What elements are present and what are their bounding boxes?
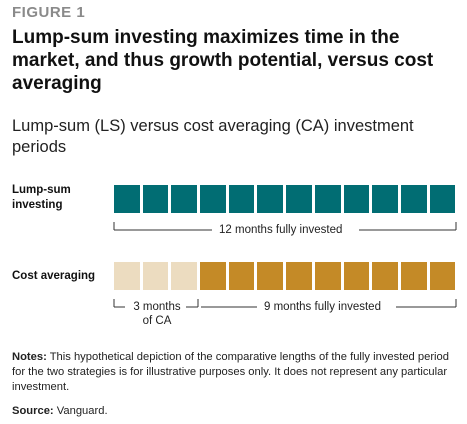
source: Source: Vanguard. — [12, 404, 108, 418]
month-block-4-invested — [200, 262, 226, 290]
source-text: Vanguard. — [56, 405, 108, 417]
month-block-9-invested — [343, 262, 370, 290]
month-block-9-invested — [343, 185, 370, 213]
month-block-5-invested — [228, 262, 255, 290]
notes-text: This hypothetical depiction of the compa… — [12, 351, 449, 393]
month-block-10-invested — [372, 262, 398, 290]
notes: Notes: This hypothetical depiction of th… — [12, 350, 462, 395]
row-label-cost-averaging: Cost averaging — [12, 270, 96, 282]
ca-bracket-label: 3 months of CA — [133, 301, 181, 327]
month-block-2-invested — [142, 185, 169, 213]
month-block-6-invested — [257, 185, 284, 213]
month-block-1-invested — [114, 185, 140, 213]
month-block-11-invested — [400, 262, 427, 290]
month-block-1-averaging — [114, 262, 140, 290]
month-block-5-invested — [228, 185, 255, 213]
ca-invested-label: 9 months fully invested — [264, 300, 381, 314]
month-block-2-averaging — [142, 262, 169, 290]
month-block-8-invested — [314, 185, 341, 213]
month-block-11-invested — [400, 185, 427, 213]
ls-bracket-label: 12 months fully invested — [219, 223, 343, 237]
month-block-8-invested — [314, 262, 341, 290]
month-block-7-invested — [286, 262, 312, 290]
month-block-3-invested — [171, 185, 198, 213]
cost-averaging-blocks — [114, 262, 456, 290]
notes-label: Notes: — [12, 351, 47, 363]
month-block-6-invested — [257, 262, 284, 290]
chart-title: Lump-sum investing maximizes time in the… — [12, 27, 434, 94]
figure-label: FIGURE 1 — [12, 4, 86, 21]
lump-sum-blocks — [114, 185, 456, 213]
month-block-4-invested — [200, 185, 226, 213]
row-label-lump-sum: Lump-sum investing — [12, 184, 71, 211]
source-label: Source: — [12, 405, 54, 417]
chart-subtitle: Lump-sum (LS) versus cost averaging (CA)… — [12, 117, 414, 156]
month-block-3-averaging — [171, 262, 198, 290]
month-block-7-invested — [286, 185, 312, 213]
month-block-12-invested — [429, 262, 456, 290]
month-block-12-invested — [429, 185, 456, 213]
month-block-10-invested — [372, 185, 398, 213]
